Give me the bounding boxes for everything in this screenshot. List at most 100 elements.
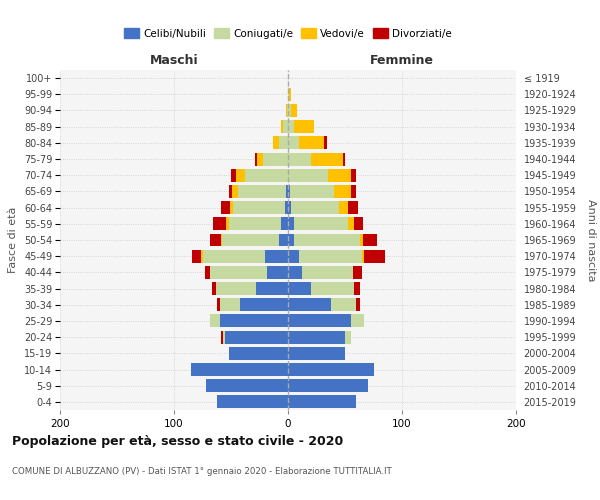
Bar (292, 201, 340, 214)
Bar (256, 282, 288, 295)
Bar (221, 330, 223, 344)
Bar (283, 120, 288, 133)
Bar (288, 88, 289, 101)
Bar (288, 314, 350, 328)
Bar (192, 250, 202, 262)
Bar (223, 330, 226, 344)
Bar (294, 218, 349, 230)
Bar (288, 104, 292, 117)
Bar (288, 152, 311, 166)
Bar (216, 282, 256, 295)
Bar (350, 185, 356, 198)
Bar (220, 314, 288, 328)
Bar (356, 298, 360, 311)
Bar (334, 185, 351, 198)
Bar (288, 347, 345, 360)
Text: COMUNE DI ALBUZZANO (PV) - Dati ISTAT 1° gennaio 2020 - Elaborazione TUTTITALIA.: COMUNE DI ALBUZZANO (PV) - Dati ISTAT 1°… (12, 468, 392, 476)
Bar (240, 298, 288, 311)
Bar (286, 104, 287, 117)
Bar (290, 185, 334, 198)
Bar (231, 169, 236, 181)
Bar (331, 298, 356, 311)
Bar (273, 136, 279, 149)
Text: Popolazione per età, sesso e stato civile - 2020: Popolazione per età, sesso e stato civil… (12, 435, 343, 448)
Bar (286, 185, 288, 198)
Bar (279, 234, 288, 246)
Bar (288, 250, 299, 262)
Bar (217, 396, 288, 408)
Bar (245, 169, 288, 181)
Bar (211, 266, 268, 279)
Text: Femmine: Femmine (370, 54, 434, 67)
Bar (229, 185, 232, 198)
Bar (288, 266, 302, 279)
Bar (281, 218, 288, 230)
Bar (257, 152, 263, 166)
Bar (288, 234, 294, 246)
Bar (211, 234, 221, 246)
Text: Maschi: Maschi (149, 54, 199, 67)
Bar (287, 104, 288, 117)
Bar (288, 298, 331, 311)
Bar (294, 120, 314, 133)
Bar (349, 218, 354, 230)
Bar (279, 136, 288, 149)
Bar (288, 379, 368, 392)
Bar (229, 218, 281, 230)
Bar (220, 298, 240, 311)
Bar (221, 201, 230, 214)
Bar (288, 218, 294, 230)
Bar (202, 250, 265, 262)
Bar (288, 363, 373, 376)
Bar (360, 234, 363, 246)
Bar (212, 282, 216, 295)
Bar (226, 218, 229, 230)
Bar (350, 314, 364, 328)
Bar (288, 169, 328, 181)
Bar (265, 250, 288, 262)
Bar (226, 330, 288, 344)
Bar (284, 201, 288, 214)
Bar (288, 120, 294, 133)
Bar (232, 185, 238, 198)
Bar (211, 314, 220, 328)
Bar (202, 250, 203, 262)
Bar (289, 88, 292, 101)
Bar (288, 396, 356, 408)
Bar (325, 136, 327, 149)
Bar (191, 363, 288, 376)
Bar (288, 136, 299, 149)
Bar (311, 152, 343, 166)
Bar (364, 250, 385, 262)
Bar (288, 185, 290, 198)
Legend: Celibi/Nubili, Coniugati/e, Vedovi/e, Divorziati/e: Celibi/Nubili, Coniugati/e, Vedovi/e, Di… (120, 24, 456, 43)
Bar (281, 120, 283, 133)
Bar (363, 234, 377, 246)
Bar (263, 152, 288, 166)
Y-axis label: Anni di nascita: Anni di nascita (586, 198, 596, 281)
Bar (353, 266, 362, 279)
Bar (354, 218, 363, 230)
Bar (222, 234, 279, 246)
Bar (299, 136, 325, 149)
Bar (217, 298, 220, 311)
Bar (345, 330, 350, 344)
Bar (230, 201, 233, 214)
Bar (294, 234, 360, 246)
Bar (236, 169, 245, 181)
Bar (362, 250, 364, 262)
Bar (229, 347, 288, 360)
Bar (255, 152, 257, 166)
Bar (288, 330, 345, 344)
Bar (288, 201, 292, 214)
Bar (328, 169, 350, 181)
Bar (350, 169, 356, 181)
Bar (340, 201, 349, 214)
Bar (221, 234, 222, 246)
Bar (268, 266, 288, 279)
Bar (233, 201, 284, 214)
Bar (238, 185, 286, 198)
Bar (302, 266, 353, 279)
Bar (213, 218, 226, 230)
Bar (311, 282, 354, 295)
